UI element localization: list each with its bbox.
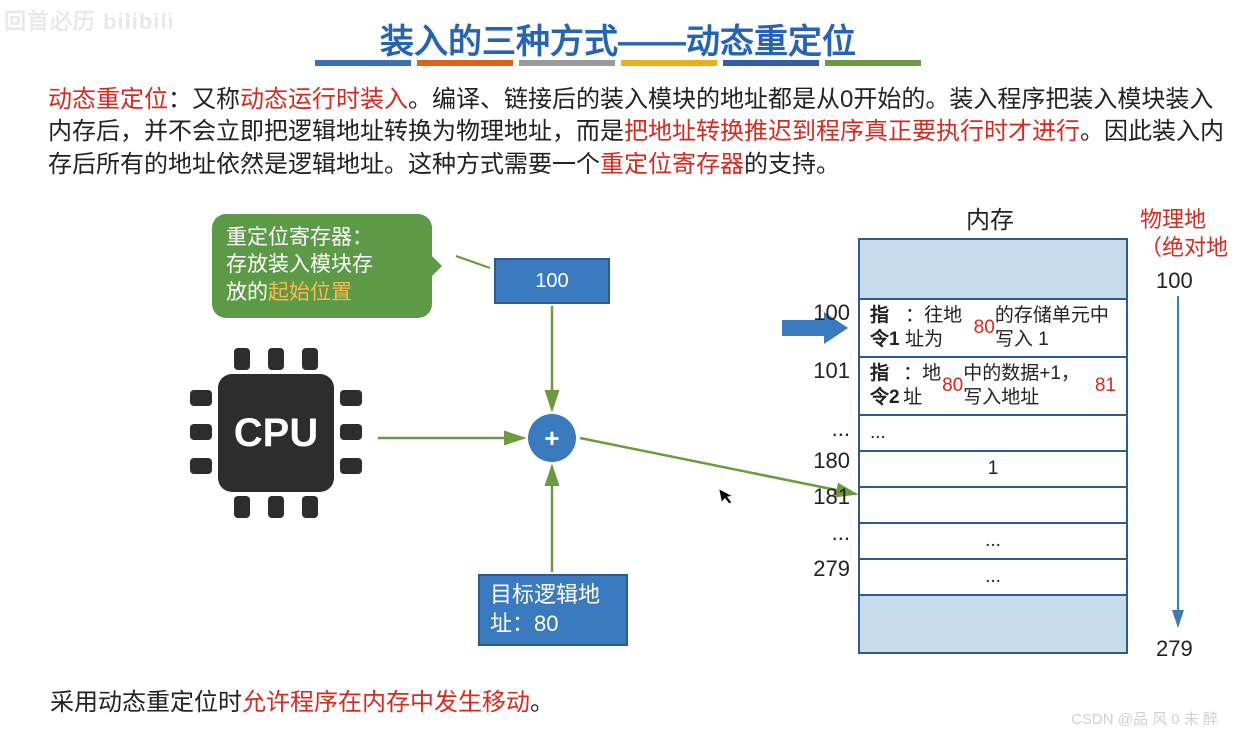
phys-addr-end: 279 — [1156, 636, 1193, 662]
memory-address-label: 279 — [800, 556, 850, 582]
bottom-note-text: 采用动态重定位时 — [50, 689, 242, 716]
register-value-box: 100 — [494, 258, 610, 304]
phys-title-line2: （绝对地 — [1140, 235, 1228, 260]
callout-text: 放的 — [226, 281, 268, 304]
memory-table: 指令1：往地址为 80 的存储单元中写入 1指令2：地址 80 中的数据+1，写… — [858, 238, 1128, 654]
phys-title-line1: 物理地 — [1140, 207, 1206, 232]
bottom-note: 采用动态重定位时允许程序在内存中发生移动。 — [50, 682, 554, 717]
memory-row: ... — [860, 558, 1126, 594]
memory-row: 指令1：往地址为 80 的存储单元中写入 1 — [860, 298, 1126, 356]
memory-address-label: 100 — [800, 300, 850, 326]
memory-row: 指令2：地址 80 中的数据+1，写入地址 81 — [860, 356, 1126, 414]
memory-address-label: 101 — [800, 358, 850, 384]
memory-address-label: 180 — [800, 448, 850, 474]
term-delay-translate: 把地址转换推迟到程序真正要执行时才进行 — [624, 118, 1080, 145]
memory-address-label: ... — [800, 416, 850, 442]
cpu-icon: CPU — [176, 340, 376, 526]
term-relocation-register: 重定位寄存器 — [600, 151, 744, 178]
memory-row — [860, 594, 1126, 652]
adder-circle: + — [528, 414, 576, 462]
callout-text: 存放装入模块存 — [226, 253, 373, 276]
memory-address-label: 181 — [800, 484, 850, 510]
memory-address-label: ... — [800, 520, 850, 546]
callout-line-2: 存放装入模块存 放的起始位置 — [226, 251, 418, 306]
bottom-note-text: 。 — [530, 689, 554, 716]
relocation-register-callout: 重定位寄存器： 存放装入模块存 放的起始位置 — [212, 214, 432, 318]
callout-highlight: 起始位置 — [268, 281, 352, 304]
memory-label: 内存 — [966, 200, 1014, 235]
desc-text: ：又称 — [168, 86, 240, 113]
callout-line-1: 重定位寄存器： — [226, 224, 418, 251]
logical-address-box: 目标逻辑地址：80 — [478, 574, 628, 646]
memory-row: ... — [860, 414, 1126, 450]
mouse-cursor-icon — [718, 485, 739, 513]
memory-row — [860, 240, 1126, 298]
desc-text: 的支持。 — [744, 151, 840, 178]
physical-address-label: 物理地 （绝对地 — [1140, 206, 1228, 261]
term-dynamic-load: 动态运行时装入 — [240, 86, 408, 113]
phys-addr-start: 100 — [1156, 268, 1193, 294]
term-dynamic-relocation: 动态重定位 — [48, 86, 168, 113]
page-title: 装入的三种方式——动态重定位 — [0, 14, 1236, 63]
bottom-note-highlight: 允许程序在内存中发生移动 — [242, 689, 530, 716]
title-underline-bars — [315, 60, 921, 66]
watermark-bottom-right: CSDN @品 风 0 未 醉 — [1071, 708, 1218, 729]
memory-row — [860, 486, 1126, 522]
svg-text:CPU: CPU — [234, 411, 318, 455]
description-paragraph: 动态重定位：又称动态运行时装入。编译、链接后的装入模块的地址都是从0开始的。装入… — [48, 84, 1226, 181]
memory-row: 1 — [860, 450, 1126, 486]
memory-row: ... — [860, 522, 1126, 558]
